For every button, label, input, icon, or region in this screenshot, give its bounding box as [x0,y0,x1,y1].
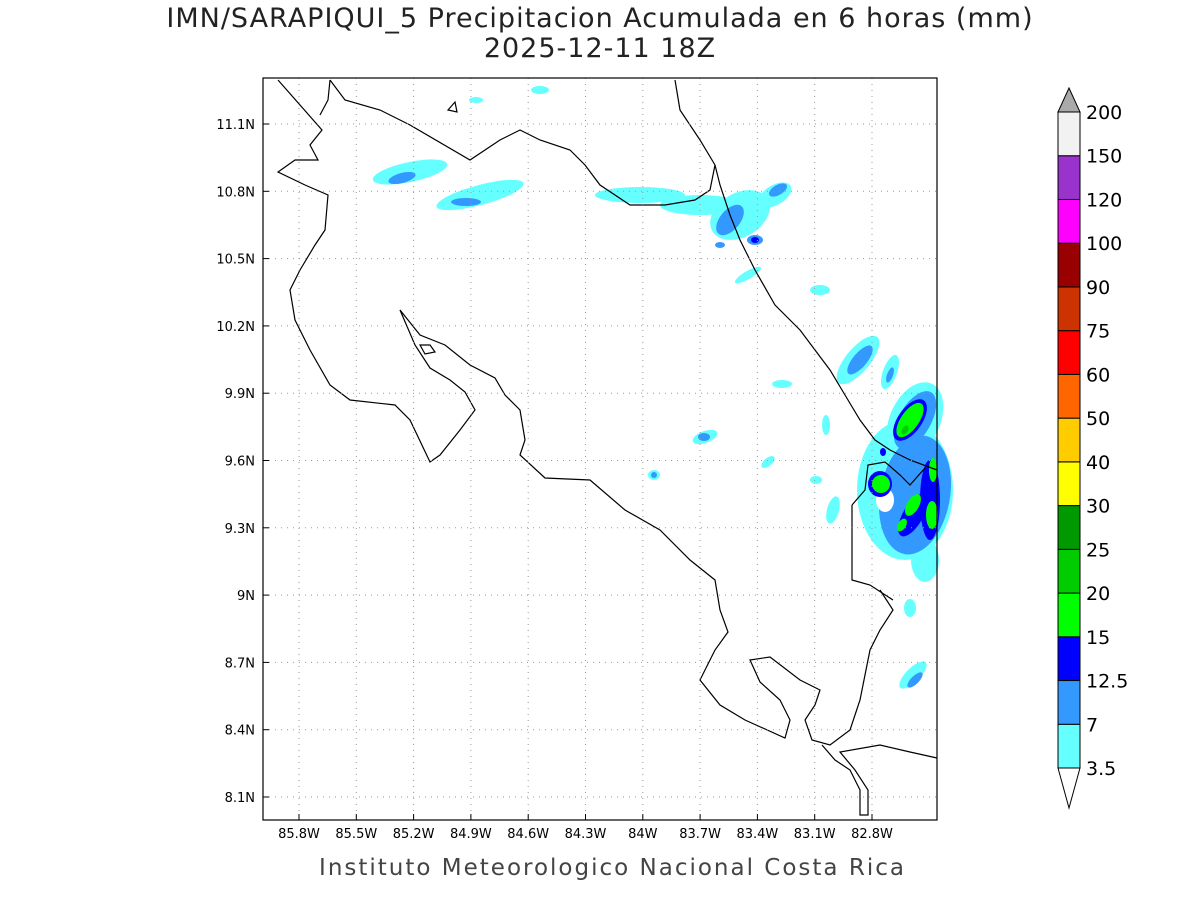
colorbar-swatch [1057,417,1081,463]
colorbar-level-label: 90 [1086,277,1110,299]
latitude-label: 8.7N [225,656,255,671]
colorbar-swatch [1057,548,1081,594]
colorbar-swatch [1057,723,1081,769]
latitude-label: 8.1N [225,791,255,806]
colorbar-level-label: 200 [1086,102,1122,124]
colorbar-level-label: 30 [1086,496,1110,518]
colorbar-swatch [1057,242,1081,288]
colorbar-level-label: 3.5 [1086,758,1116,780]
precipitation-field [372,86,953,689]
latitude-label: 11.1N [216,118,255,133]
latitude-label: 10.8N [216,185,255,200]
colorbar-swatch [1057,461,1081,507]
footer-credit: Instituto Meteorologico Nacional Costa R… [319,855,906,881]
longitude-label: 83.4W [736,827,778,842]
colorbar-swatch [1057,286,1081,332]
colorbar-level-label: 75 [1086,321,1110,343]
colorbar-level-label: 20 [1086,583,1110,605]
longitude-axis: 85.8W 85.5W 85.2W 84.9W 84.6W 84.3W 84W 83.7W 83… [278,814,893,842]
colorbar-over-triangle [1057,86,1081,113]
longitude-label: 84W [628,827,658,842]
longitude-label: 84.6W [507,827,549,842]
longitude-label: 84.3W [565,827,607,842]
colorbar-level-label: 120 [1086,189,1122,211]
latitude-label: 9.9N [225,387,255,402]
colorbar-level-label: 150 [1086,146,1122,168]
colorbar-level-label: 25 [1086,539,1110,561]
longitude-label: 83.1W [794,827,836,842]
latitude-label: 8.4N [225,724,255,739]
graticule [263,78,937,820]
colorbar-swatch [1057,111,1081,157]
map-title: IMN/SARAPIQUI_5 Precipitacion Acumulada … [166,3,1034,34]
colorbar-level-label: 12.5 [1086,671,1128,693]
colorbar-level-label: 15 [1086,627,1110,649]
colorbar-swatch [1057,592,1081,638]
colorbar-swatch [1057,198,1081,244]
colorbar-level-label: 100 [1086,233,1122,255]
colorbar-level-label: 40 [1086,452,1110,474]
map-frame [262,77,938,821]
longitude-label: 82.8W [851,827,893,842]
colorbar-level-label: 7 [1086,714,1098,736]
colorbar-level-label: 60 [1086,364,1110,386]
longitude-label: 85.2W [393,827,435,842]
longitude-label: 85.5W [335,827,377,842]
colorbar-level-label: 50 [1086,408,1110,430]
colorbar-swatch [1057,505,1081,550]
latitude-label: 9N [237,589,255,604]
latitude-label: 9.6N [225,455,255,470]
colorbar-swatch [1057,373,1081,419]
longitude-label: 84.9W [450,827,492,842]
map-valid-time: 2025-12-11 18Z [483,33,717,64]
coastline-borders [276,79,938,816]
longitude-label: 85.8W [278,827,320,842]
colorbar-swatch [1057,636,1081,682]
colorbar-swatch [1057,155,1081,200]
colorbar-under-triangle [1057,767,1081,810]
latitude-label: 10.5N [216,253,255,268]
colorbar-swatch [1057,680,1081,725]
colorbar-swatch [1057,330,1081,375]
latitude-axis: 11.1N 10.8N 10.5N 10.2N 9.9N 9.6N 9.3N 9N 8.7N 8.… [216,118,269,806]
latitude-label: 9.3N [225,522,255,537]
longitude-label: 83.7W [679,827,721,842]
latitude-label: 10.2N [216,320,255,335]
colorbar-legend: 3.5 7 12.5 15 20 25 30 40 50 60 75 90 100 120 150 200 [1057,86,1128,810]
